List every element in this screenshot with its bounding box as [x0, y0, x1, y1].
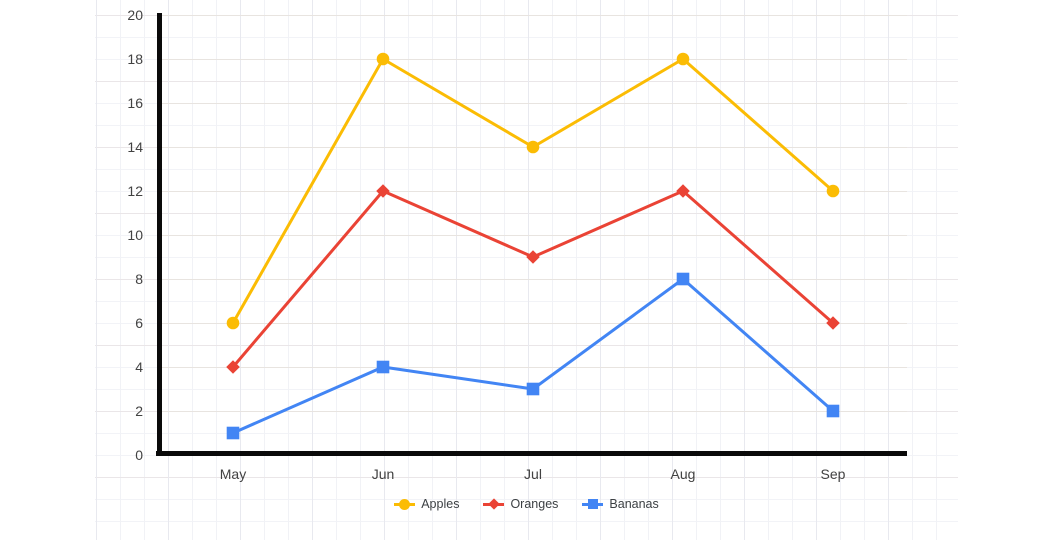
y-gridline	[160, 15, 907, 16]
legend-label: Apples	[421, 497, 460, 511]
diamond-marker-icon	[483, 498, 505, 511]
y-axis-line	[157, 13, 162, 454]
x-tick-label: Sep	[820, 466, 846, 482]
y-gridline	[160, 411, 907, 412]
y-gridline	[160, 279, 907, 280]
y-gridline	[160, 235, 907, 236]
y-gridline	[160, 103, 907, 104]
x-axis-line	[156, 451, 907, 456]
y-tick-label: 16	[127, 95, 143, 111]
y-tick-label: 18	[127, 51, 143, 67]
y-tick-label: 14	[127, 139, 143, 155]
legend-item-oranges[interactable]: Oranges	[483, 497, 558, 511]
y-gridline	[160, 191, 907, 192]
y-gridline	[160, 147, 907, 148]
y-tick-label: 20	[127, 7, 143, 23]
y-gridline	[160, 367, 907, 368]
y-tick-label: 12	[127, 183, 143, 199]
y-tick-label: 4	[135, 359, 143, 375]
circle-marker-icon	[394, 498, 416, 511]
x-tick-label: Jul	[524, 466, 542, 482]
legend-item-apples[interactable]: Apples	[394, 497, 459, 511]
x-tick-label: Jun	[371, 466, 395, 482]
y-tick-label: 6	[135, 315, 143, 331]
grid-background	[95, 0, 958, 540]
legend-label: Oranges	[510, 497, 559, 511]
legend-label: Bananas	[609, 497, 659, 511]
y-tick-label: 0	[135, 447, 143, 463]
y-tick-label: 2	[135, 403, 143, 419]
x-tick-label: May	[219, 466, 247, 482]
y-tick-label: 8	[135, 271, 143, 287]
y-tick-label: 10	[127, 227, 143, 243]
chart-legend: Apples Oranges Bananas	[95, 496, 958, 512]
y-gridline	[160, 59, 907, 60]
legend-item-bananas[interactable]: Bananas	[582, 497, 659, 511]
x-tick-label: Aug	[670, 466, 696, 482]
y-gridline	[160, 323, 907, 324]
square-marker-icon	[582, 498, 604, 511]
